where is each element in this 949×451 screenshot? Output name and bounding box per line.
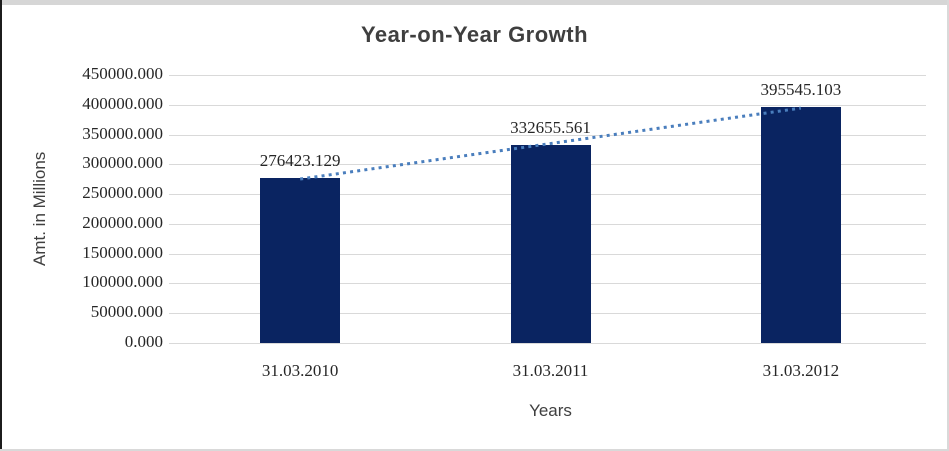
bar (760, 107, 841, 343)
y-tick-mark (169, 134, 175, 136)
y-tick-label: 150000.000 (82, 242, 163, 262)
chart-bottom-border (0, 449, 949, 451)
x-tick-label: 31.03.2010 (261, 361, 339, 380)
y-tick-mark (169, 313, 175, 315)
y-tick-mark (169, 194, 175, 196)
gridline (175, 75, 926, 76)
x-tick-label: 31.03.2011 (512, 361, 589, 380)
gridline (175, 104, 926, 106)
chart-title: Year-on-Year Growth (360, 22, 589, 47)
y-tick-label: 450000.000 (82, 64, 163, 83)
y-tick-mark (169, 283, 175, 285)
y-tick-mark (169, 75, 175, 76)
gridline (175, 343, 926, 344)
x-tick-label: 31.03.2012 (762, 361, 840, 380)
y-tick-label: 400000.000 (82, 93, 163, 113)
bar-data-label: 332655.561 (510, 117, 591, 137)
bar (510, 144, 591, 343)
y-tick-label: 200000.000 (82, 212, 163, 232)
chart-right-border (947, 0, 949, 451)
y-tick-label: 100000.000 (82, 272, 163, 292)
window-top-strip (0, 0, 949, 5)
y-tick-label: 300000.000 (82, 153, 163, 173)
y-tick-label: 0.000 (124, 332, 163, 351)
y-tick-mark (169, 164, 175, 166)
bar-data-label: 395545.103 (760, 80, 842, 100)
y-tick-label: 50000.000 (90, 302, 163, 322)
y-tick-mark (169, 253, 175, 255)
y-tick-mark (169, 343, 175, 344)
bar (260, 178, 341, 343)
x-axis-title: Years (529, 401, 572, 420)
bar-data-label: 276423.129 (259, 151, 341, 171)
window-left-edge-line (0, 0, 2, 451)
y-tick-label: 250000.000 (82, 183, 163, 203)
y-tick-mark (169, 104, 175, 106)
y-tick-mark (169, 223, 175, 225)
y-tick-label: 350000.000 (82, 123, 163, 143)
